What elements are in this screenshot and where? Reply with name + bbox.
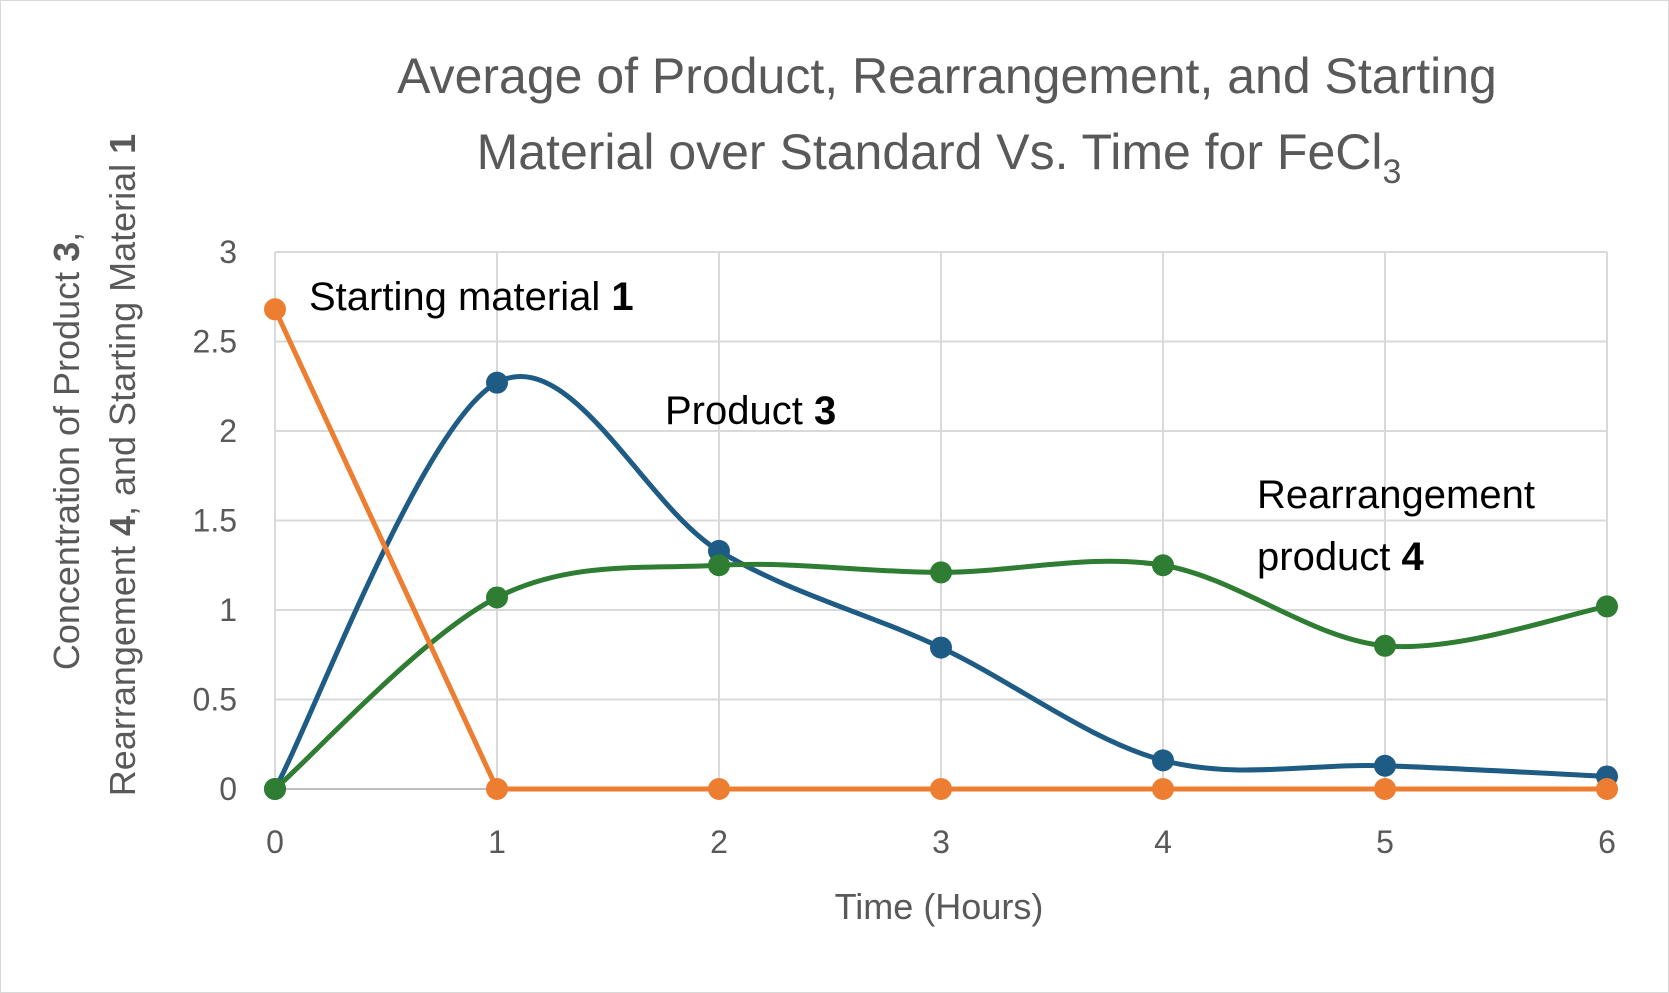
annotation-product-text: Product [665, 389, 814, 433]
annotation-product: Product 3 [665, 389, 836, 433]
chart-title-line2-main: Material over Standard Vs. Time for FeCl [477, 124, 1383, 180]
series-rearrangement-product-4 [264, 554, 1618, 800]
x-tick-label: 2 [710, 824, 728, 860]
data-point-starting-material-1 [486, 778, 508, 800]
annotation-rearr-bold: 4 [1402, 535, 1425, 579]
y-axis-title-line2-a: Rearrangement [102, 536, 143, 796]
chart-title-line1: Average of Product, Rearrangement, and S… [397, 48, 1497, 104]
y-axis-title-line1-b: 3 [46, 242, 87, 262]
data-point-starting-material-1 [264, 298, 286, 321]
annotation-starting-material: Starting material 1 [309, 275, 634, 319]
data-point-rearrangement-product-4 [1596, 595, 1618, 618]
data-point-product-3 [1374, 754, 1396, 777]
series-starting-material-1 [264, 298, 1618, 800]
data-point-starting-material-1 [930, 778, 952, 800]
y-axis-title: Concentration of Product 3, Rearrangemen… [46, 134, 143, 796]
data-point-starting-material-1 [1374, 778, 1396, 800]
x-tick-label: 4 [1154, 824, 1172, 860]
y-axis-title-line1-a: Concentration of Product [46, 262, 87, 670]
data-point-product-3 [486, 371, 508, 394]
data-point-starting-material-1 [708, 778, 730, 800]
y-tick-label: 1.5 [193, 503, 237, 539]
chart-title-subscript: 3 [1382, 153, 1401, 191]
annotation-rearr-text: product [1257, 535, 1402, 579]
y-tick-label: 2.5 [193, 324, 237, 360]
data-point-rearrangement-product-4 [1374, 634, 1396, 657]
annotation-rearrangement-line2: product 4 [1257, 535, 1425, 579]
data-point-rearrangement-product-4 [708, 554, 730, 577]
data-point-rearrangement-product-4 [930, 561, 952, 584]
x-tick-label: 3 [932, 824, 950, 860]
chart-title-line2: Material over Standard Vs. Time for FeCl… [477, 124, 1402, 191]
x-tick-label: 6 [1598, 824, 1616, 860]
data-point-starting-material-1 [1596, 778, 1618, 800]
x-tick-label: 5 [1376, 824, 1394, 860]
data-point-product-3 [1152, 749, 1174, 772]
data-point-rearrangement-product-4 [486, 586, 508, 609]
gridlines [274, 251, 1608, 790]
data-point-rearrangement-product-4 [264, 778, 286, 800]
data-point-product-3 [930, 636, 952, 659]
data-point-starting-material-1 [1152, 778, 1174, 800]
y-tick-label: 2 [219, 413, 237, 449]
series-line-product-3 [272, 374, 1608, 791]
y-tick-label: 0.5 [193, 682, 237, 718]
annotation-rearrangement-line1: Rearrangement [1257, 473, 1535, 517]
annotation-product-bold: 3 [814, 389, 836, 433]
y-axis-title-line2: Rearrangement 4, and Starting Material 1 [102, 134, 143, 796]
y-axis-title-line2-b: 4 [102, 516, 143, 536]
x-axis-title: Time (Hours) [835, 886, 1044, 927]
x-tick-label: 1 [488, 824, 506, 860]
y-axis-title-line2-d: 1 [102, 134, 143, 154]
x-tick-label: 0 [266, 824, 284, 860]
axis-ticks: 0 0.5 1 1.5 2 2.5 3 0 1 2 3 4 5 6 [193, 234, 1616, 860]
y-tick-label: 3 [219, 234, 237, 270]
annotation-starting-bold: 1 [611, 275, 633, 319]
y-axis-title-line2-c: , and Starting Material [102, 154, 143, 516]
series [264, 298, 1618, 800]
annotation-starting-text: Starting material [309, 275, 611, 319]
y-tick-label: 1 [219, 592, 237, 628]
data-point-rearrangement-product-4 [1152, 554, 1174, 577]
y-axis-title-line1: Concentration of Product 3, [46, 232, 87, 670]
y-tick-label: 0 [219, 771, 237, 807]
y-axis-title-line1-c: , [46, 232, 87, 242]
